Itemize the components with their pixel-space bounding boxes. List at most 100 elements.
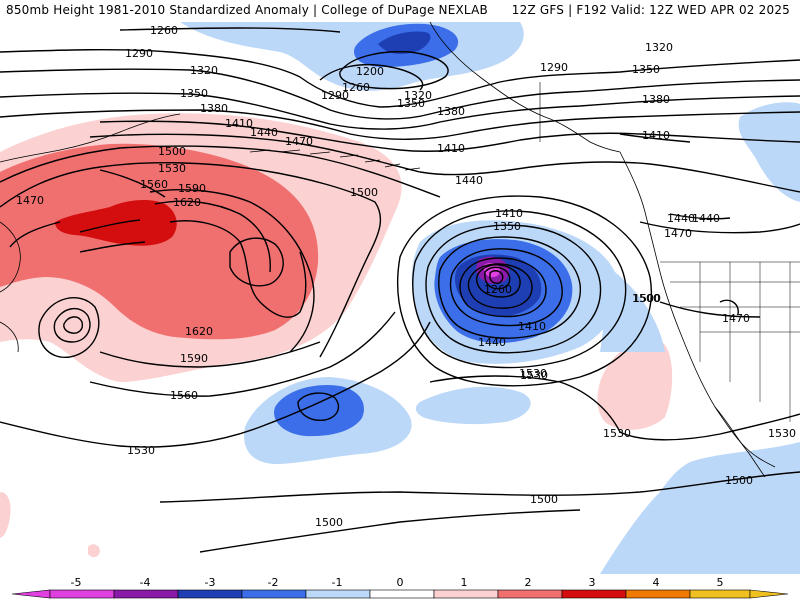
contour-label: 1260 xyxy=(150,24,178,37)
contour-label: 1200 xyxy=(356,65,384,78)
contour-label: 1530 xyxy=(127,444,155,457)
contour-1410-east xyxy=(619,133,691,143)
contour-1620-west xyxy=(169,220,307,318)
contour-label: 1320 xyxy=(190,64,218,77)
contour-label: 1380 xyxy=(642,93,670,106)
contour-label: 1470 xyxy=(285,135,313,148)
colorbar-swatch-neg5 xyxy=(49,589,115,599)
contour-label: 1560 xyxy=(140,178,168,191)
colorbar-tick: -3 xyxy=(205,576,216,589)
contour-label: 1620 xyxy=(173,196,201,209)
contour-label: 1350 xyxy=(397,97,425,110)
contour-label: 1500 xyxy=(725,474,753,487)
contour-label: 1530 xyxy=(158,162,186,175)
contour-label: 1500 xyxy=(350,186,378,199)
contour-label: 1350 xyxy=(493,220,521,233)
contour-low-ring-3 xyxy=(425,224,602,354)
contour-ring-sw-2 xyxy=(53,307,91,343)
contour-1590-lower xyxy=(99,341,321,368)
colorbar-swatch-zero xyxy=(369,589,435,599)
contour-1410 xyxy=(99,120,800,152)
colorbar-tick: -1 xyxy=(332,576,343,589)
contour-label: 1560 xyxy=(170,389,198,402)
contour-ring-sw-3 xyxy=(63,316,84,334)
coastline-aleutians xyxy=(249,149,421,171)
colorbar-tick: 5 xyxy=(717,576,724,589)
colorbar-tick: -5 xyxy=(71,576,82,589)
colorbar-tick: 0 xyxy=(397,576,404,589)
colorbar-tick: 4 xyxy=(653,576,660,589)
contour-1380 xyxy=(0,109,800,140)
positive-anomaly-east xyxy=(597,339,673,430)
colorbar-swatch-pos1 xyxy=(433,589,499,599)
contour-label: 1410 xyxy=(642,129,670,142)
contour-1260-north xyxy=(119,27,341,33)
colorbar-arrow-left xyxy=(11,589,51,599)
contour-label: 1530 xyxy=(768,427,796,440)
contour-1290-north xyxy=(0,48,800,108)
contour-label: 1380 xyxy=(200,102,228,115)
contour-label: 1290 xyxy=(125,47,153,60)
header-bar: 850mb Height 1981-2010 Standardized Anom… xyxy=(0,0,800,22)
coastline-baja xyxy=(714,406,766,478)
anomaly-map: 1260 1290 1320 1350 1380 1410 1440 1470 … xyxy=(0,22,800,574)
contour-1560-lower xyxy=(89,311,396,397)
contour-1590-west xyxy=(79,200,271,273)
contour-ring-sw-1 xyxy=(38,297,100,358)
colorbar-ticks: -5 -4 -3 -2 -1 0 1 2 3 4 5 xyxy=(71,576,724,589)
contour-label: 1530 xyxy=(519,367,547,380)
contour-low-ring-5 xyxy=(449,248,563,327)
contour-label: 1440 xyxy=(692,212,720,225)
coastline-alaska xyxy=(429,22,621,153)
contour-1350 xyxy=(0,92,800,130)
contour-label: 1410 xyxy=(225,117,253,130)
contour-1530-west xyxy=(9,169,166,248)
contour-label: 1320 xyxy=(645,41,673,54)
colorbar-swatch-neg1 xyxy=(305,589,371,599)
contour-label: 1260 xyxy=(342,81,370,94)
coastline-bc xyxy=(619,151,776,468)
contour-low-ring-9 xyxy=(484,266,511,290)
negative-anomaly-se xyxy=(600,442,800,574)
colorbar: -5 -4 -3 -2 -1 0 1 2 3 4 5 xyxy=(11,576,789,599)
contour-label: 1440 xyxy=(455,174,483,187)
colorbar-tick: 1 xyxy=(461,576,468,589)
contour-label: 1590 xyxy=(178,182,206,195)
contour-label: 1290 xyxy=(540,61,568,74)
contour-labels: 1260 1290 1320 1350 1380 1410 1440 1470 … xyxy=(16,24,796,529)
contour-low-ring-4 xyxy=(438,236,581,339)
valid-time: 12Z GFS | F192 Valid: 12Z WED APR 02 202… xyxy=(511,3,790,17)
contour-label: 1530 xyxy=(603,427,631,440)
colorbar-arrow-right xyxy=(749,589,789,599)
contour-1620-loop xyxy=(229,237,284,287)
contour-label: 1530 xyxy=(520,369,548,382)
contour-label: 1350 xyxy=(632,63,660,76)
contour-low-ring-1 xyxy=(397,195,652,387)
positive-anomaly-sw xyxy=(0,492,11,538)
contour-1440 xyxy=(89,133,800,193)
contour-low-ring-8 xyxy=(475,264,521,298)
contour-low-ring-7 xyxy=(467,263,533,309)
contour-label: 1380 xyxy=(437,105,465,118)
anomaly-shading xyxy=(0,22,800,574)
contour-1500-bottom xyxy=(199,509,581,553)
colorbar-swatch-pos3 xyxy=(561,589,627,599)
colorbar-swatch-pos5 xyxy=(689,589,751,599)
contour-label: 1470 xyxy=(16,194,44,207)
contour-1530-lower xyxy=(0,321,431,448)
colorbar-swatch-neg3 xyxy=(177,589,243,599)
contour-label: 1260 xyxy=(484,283,512,296)
contour-label: 1320 xyxy=(404,89,432,102)
border-states-1 xyxy=(670,262,800,422)
positive-anomaly-3 xyxy=(55,200,177,246)
negative-anomaly-east xyxy=(600,272,665,352)
colorbar-swatch-neg2 xyxy=(241,589,307,599)
contour-label: 1440 xyxy=(667,212,695,225)
contour-label: 1500 xyxy=(633,292,661,305)
contour-low-ring-2 xyxy=(412,210,627,369)
contour-small-low xyxy=(297,392,340,421)
contour-1560-west xyxy=(79,189,315,353)
colorbar-swatch-neg4 xyxy=(113,589,179,599)
contour-label: 1350 xyxy=(180,87,208,100)
colorbar-swatches xyxy=(11,589,789,599)
